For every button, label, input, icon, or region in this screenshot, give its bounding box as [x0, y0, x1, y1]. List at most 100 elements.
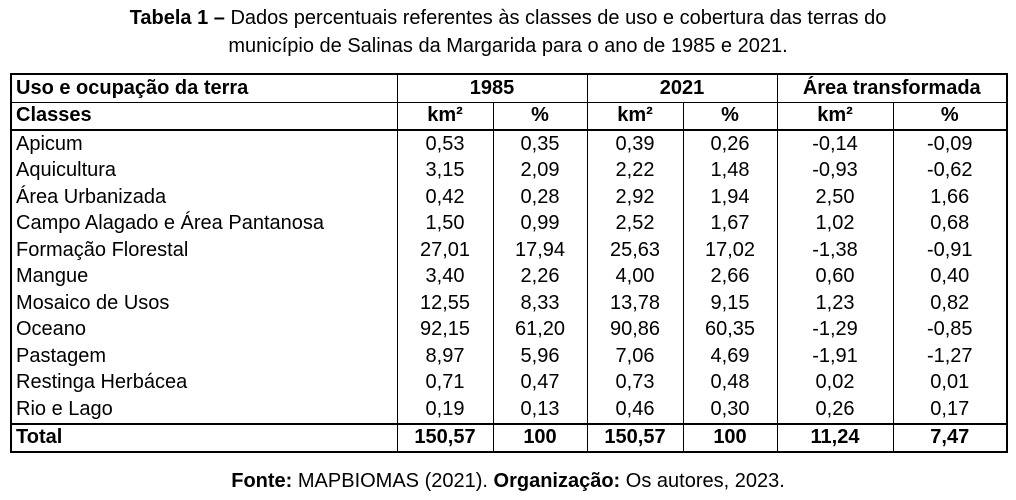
class-name-cell: Mosaico de Usos	[10, 290, 398, 317]
caption-label: Tabela 1 –	[129, 7, 225, 29]
value-cell: 1,02	[776, 210, 894, 237]
total-value-cell: 100	[492, 422, 588, 453]
value-cell: 2,09	[492, 157, 588, 184]
header-cell: %	[892, 102, 1008, 131]
header-cell: km²	[396, 102, 494, 131]
header-cell: %	[492, 102, 588, 131]
table-caption: Tabela 1 – Dados percentuais referentes …	[0, 4, 1016, 60]
value-cell: 2,66	[682, 263, 778, 290]
value-cell: -1,27	[892, 343, 1008, 370]
header-cell: Classes	[10, 102, 398, 131]
value-cell: 1,50	[396, 210, 494, 237]
value-cell: 2,52	[586, 210, 684, 237]
source-label: Fonte:	[231, 470, 293, 492]
value-cell: 1,94	[682, 184, 778, 211]
table-row: Mosaico de Usos 12,55 8,33 13,78 9,15 1,23 0,8…	[10, 290, 1008, 317]
value-cell: 25,63	[586, 237, 684, 264]
table-row: Pastagem 8,97 5,96 7,06 4,69 -1,91 -1,27	[10, 343, 1008, 370]
value-cell: 5,96	[492, 343, 588, 370]
value-cell: 8,97	[396, 343, 494, 370]
value-cell: 1,66	[892, 184, 1008, 211]
value-cell: -1,29	[776, 316, 894, 343]
class-name-cell: Apicum	[10, 130, 398, 158]
class-name-cell: Oceano	[10, 316, 398, 343]
class-name-cell: Área Urbanizada	[10, 184, 398, 211]
value-cell: -0,93	[776, 157, 894, 184]
land-use-table: Uso e ocupação da terra 1985 2021 Área tran…	[10, 73, 1008, 453]
value-cell: 27,01	[396, 237, 494, 264]
value-cell: 60,35	[682, 316, 778, 343]
table-row: Restinga Herbácea 0,71 0,47 0,73 0,48 0,02 0,0…	[10, 369, 1008, 396]
table-row: Campo Alagado e Área Pantanosa 1,50 0,99 2,…	[10, 210, 1008, 237]
total-value-cell: 150,57	[586, 422, 684, 453]
value-cell: 2,22	[586, 157, 684, 184]
value-cell: 1,23	[776, 290, 894, 317]
value-cell: 0,42	[396, 184, 494, 211]
value-cell: -0,14	[776, 130, 894, 158]
value-cell: 4,00	[586, 263, 684, 290]
header-cell: km²	[776, 102, 894, 131]
value-cell: 1,48	[682, 157, 778, 184]
table-row: Aquicultura 3,15 2,09 2,22 1,48 -0,93 -0,62	[10, 157, 1008, 184]
header-row-units: Classes km²% km²% km²%	[10, 102, 1008, 131]
source-note: Fonte: MAPBIOMAS (2021). Organização: Os…	[0, 468, 1016, 494]
table-row: Área Urbanizada 0,42 0,28 2,92 1,94 2,50 1,66	[10, 184, 1008, 211]
class-name-cell: Rio e Lago	[10, 396, 398, 424]
value-cell: 2,26	[492, 263, 588, 290]
total-value-cell: 11,24	[776, 422, 894, 453]
class-name-cell: Mangue	[10, 263, 398, 290]
value-cell: 0,46	[586, 396, 684, 424]
value-cell: 0,53	[396, 130, 494, 158]
total-value-cell: 100	[682, 422, 778, 453]
header-cell: Uso e ocupação da terra	[10, 73, 398, 103]
caption-line-1: Tabela 1 – Dados percentuais referentes …	[0, 4, 1016, 32]
value-cell: -1,38	[776, 237, 894, 264]
value-cell: 0,39	[586, 130, 684, 158]
value-cell: 0,40	[892, 263, 1008, 290]
class-name-cell: Restinga Herbácea	[10, 369, 398, 396]
value-cell: 0,60	[776, 263, 894, 290]
value-cell: 0,47	[492, 369, 588, 396]
value-cell: 2,92	[586, 184, 684, 211]
value-cell: 0,73	[586, 369, 684, 396]
header-cell: 2021	[586, 73, 778, 103]
caption-text-1: Dados percentuais referentes às classes …	[230, 7, 887, 29]
value-cell: 17,02	[682, 237, 778, 264]
header-cell: %	[682, 102, 778, 131]
table-row: Formação Florestal 27,01 17,94 25,63 17,02 -1…	[10, 237, 1008, 264]
value-cell: 4,69	[682, 343, 778, 370]
value-cell: 0,48	[682, 369, 778, 396]
value-cell: 0,26	[776, 396, 894, 424]
header-cell: Área transformada	[776, 73, 1008, 103]
value-cell: -0,62	[892, 157, 1008, 184]
value-cell: 0,19	[396, 396, 494, 424]
value-cell: -1,91	[776, 343, 894, 370]
class-name-cell: Formação Florestal	[10, 237, 398, 264]
value-cell: 13,78	[586, 290, 684, 317]
organization-text: Os autores, 2023.	[625, 470, 785, 492]
header-cell: km²	[586, 102, 684, 131]
total-value-cell: 7,47	[892, 422, 1008, 453]
table-row: Mangue 3,40 2,26 4,00 2,66 0,60 0,40	[10, 263, 1008, 290]
value-cell: 17,94	[492, 237, 588, 264]
value-cell: -0,09	[892, 130, 1008, 158]
value-cell: 9,15	[682, 290, 778, 317]
value-cell: 0,13	[492, 396, 588, 424]
value-cell: 0,35	[492, 130, 588, 158]
value-cell: 12,55	[396, 290, 494, 317]
value-cell: 8,33	[492, 290, 588, 317]
class-name-cell: Pastagem	[10, 343, 398, 370]
value-cell: 1,67	[682, 210, 778, 237]
total-value-cell: 150,57	[396, 422, 494, 453]
value-cell: 0,28	[492, 184, 588, 211]
value-cell: 0,17	[892, 396, 1008, 424]
header-cell: 1985	[396, 73, 588, 103]
table-row: Oceano 92,15 61,20 90,86 60,35 -1,29 -0,85	[10, 316, 1008, 343]
value-cell: 3,40	[396, 263, 494, 290]
value-cell: -0,91	[892, 237, 1008, 264]
value-cell: 0,82	[892, 290, 1008, 317]
value-cell: 0,71	[396, 369, 494, 396]
value-cell: -0,85	[892, 316, 1008, 343]
value-cell: 61,20	[492, 316, 588, 343]
value-cell: 3,15	[396, 157, 494, 184]
